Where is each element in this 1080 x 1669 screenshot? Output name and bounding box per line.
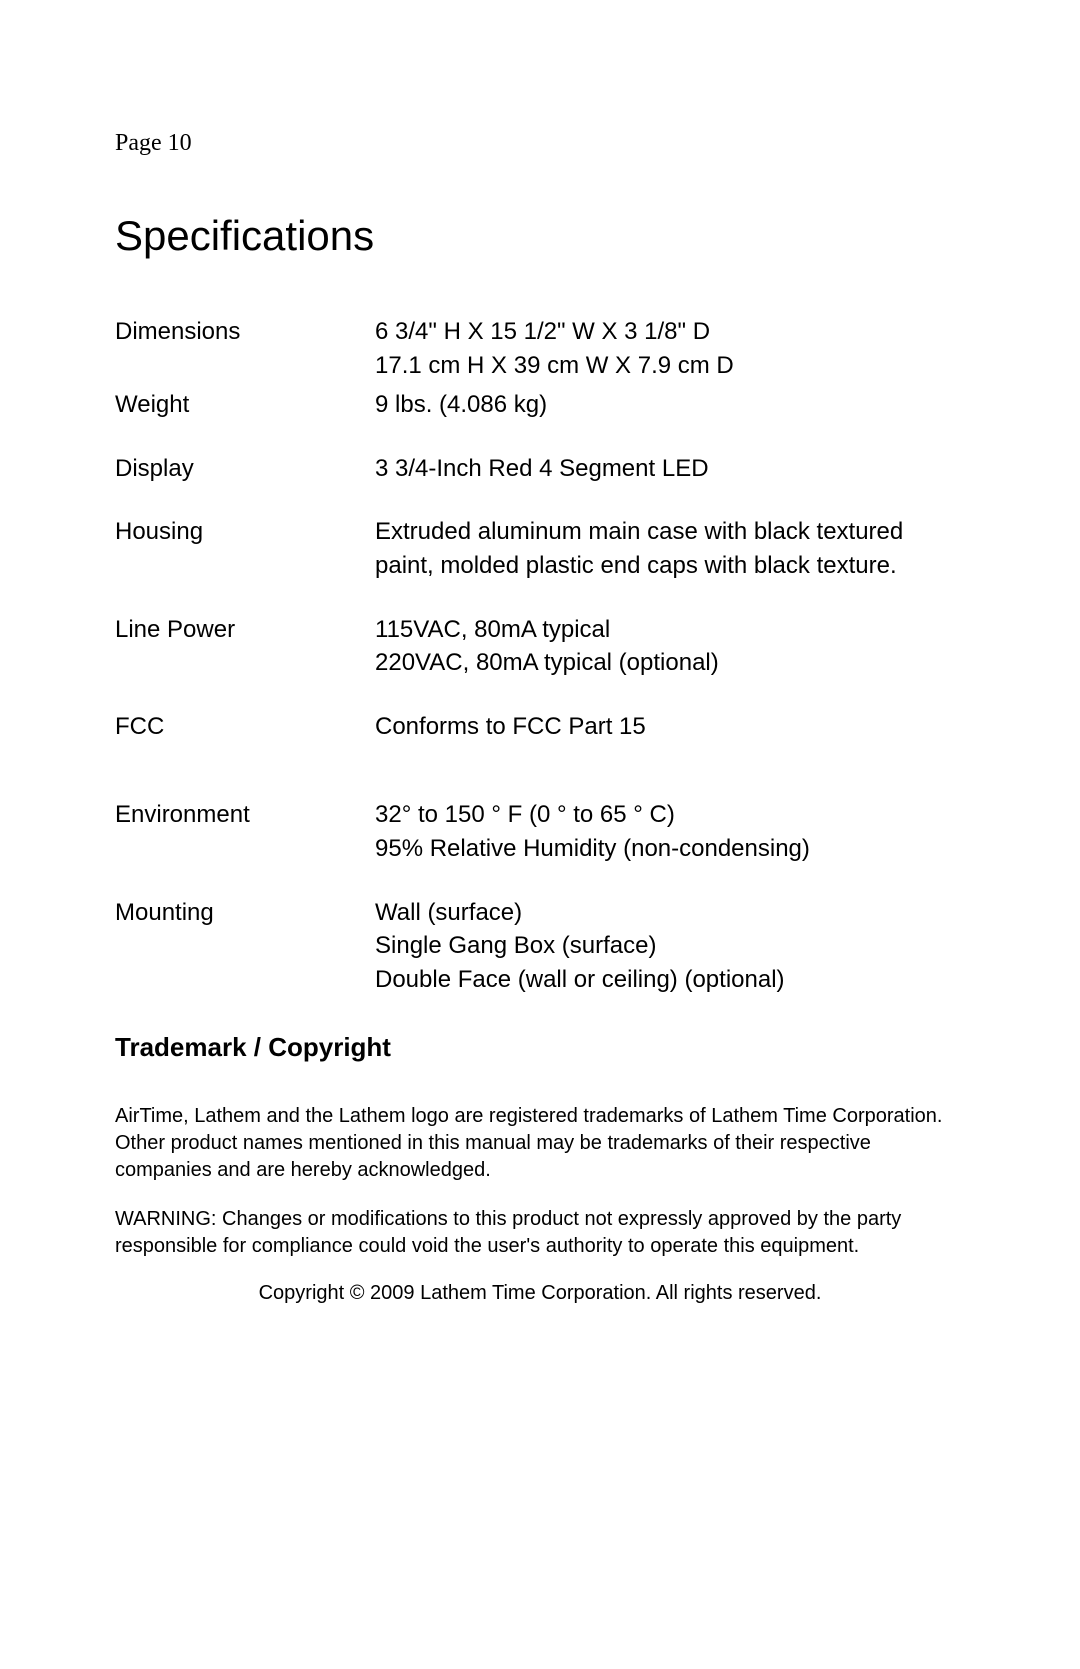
spec-value-line: 32° to 150 ° F (0 ° to 65 ° C): [375, 798, 965, 832]
spec-row-weight: Weight 9 lbs. (4.086 kg): [115, 388, 965, 422]
spec-row-fcc: FCC Conforms to FCC Part 15: [115, 710, 965, 744]
spec-value-line: Single Gang Box (surface): [375, 929, 965, 963]
spec-value: 3 3/4-Inch Red 4 Segment LED: [375, 452, 965, 486]
page-number: Page 10: [115, 130, 965, 157]
spec-row-display: Display 3 3/4-Inch Red 4 Segment LED: [115, 452, 965, 486]
spec-label: Mounting: [115, 896, 375, 997]
spec-value-line: 17.1 cm H X 39 cm W X 7.9 cm D: [375, 349, 965, 383]
spec-value-line: 95% Relative Humidity (non-condensing): [375, 832, 965, 866]
spec-row-mounting: Mounting Wall (surface) Single Gang Box …: [115, 896, 965, 997]
copyright-text: Copyright © 2009 Lathem Time Corporation…: [115, 1282, 965, 1305]
spec-value: 32° to 150 ° F (0 ° to 65 ° C) 95% Relat…: [375, 798, 965, 865]
spec-label: Dimensions: [115, 315, 375, 382]
spec-table: Dimensions 6 3/4" H X 15 1/2" W X 3 1/8"…: [115, 315, 965, 996]
spec-value: 115VAC, 80mA typical 220VAC, 80mA typica…: [375, 613, 965, 680]
spec-label: FCC: [115, 710, 375, 744]
legal-warning: WARNING: Changes or modifications to thi…: [115, 1206, 965, 1260]
spec-value-line: Wall (surface): [375, 896, 965, 930]
spec-value-line: 220VAC, 80mA typical (optional): [375, 646, 965, 680]
spec-label: Weight: [115, 388, 375, 422]
spec-value: Extruded aluminum main case with black t…: [375, 515, 965, 582]
page-title: Specifications: [115, 212, 965, 260]
document-page: Page 10 Specifications Dimensions 6 3/4"…: [0, 0, 1080, 1305]
spec-value-line: 115VAC, 80mA typical: [375, 613, 965, 647]
spec-value: Conforms to FCC Part 15: [375, 710, 965, 744]
spec-row-environment: Environment 32° to 150 ° F (0 ° to 65 ° …: [115, 798, 965, 865]
trademark-heading: Trademark / Copyright: [115, 1032, 965, 1063]
spec-label: Display: [115, 452, 375, 486]
legal-text: AirTime, Lathem and the Lathem logo are …: [115, 1103, 965, 1184]
spec-label: Housing: [115, 515, 375, 582]
spec-label: Line Power: [115, 613, 375, 680]
spec-row-dimensions: Dimensions 6 3/4" H X 15 1/2" W X 3 1/8"…: [115, 315, 965, 382]
spec-label: Environment: [115, 798, 375, 865]
spec-row-housing: Housing Extruded aluminum main case with…: [115, 515, 965, 582]
spec-value: 9 lbs. (4.086 kg): [375, 388, 965, 422]
spec-value-line: 6 3/4" H X 15 1/2" W X 3 1/8" D: [375, 315, 965, 349]
spec-row-line-power: Line Power 115VAC, 80mA typical 220VAC, …: [115, 613, 965, 680]
spec-value-line: Double Face (wall or ceiling) (optional): [375, 963, 965, 997]
spec-value: 6 3/4" H X 15 1/2" W X 3 1/8" D 17.1 cm …: [375, 315, 965, 382]
spec-value: Wall (surface) Single Gang Box (surface)…: [375, 896, 965, 997]
